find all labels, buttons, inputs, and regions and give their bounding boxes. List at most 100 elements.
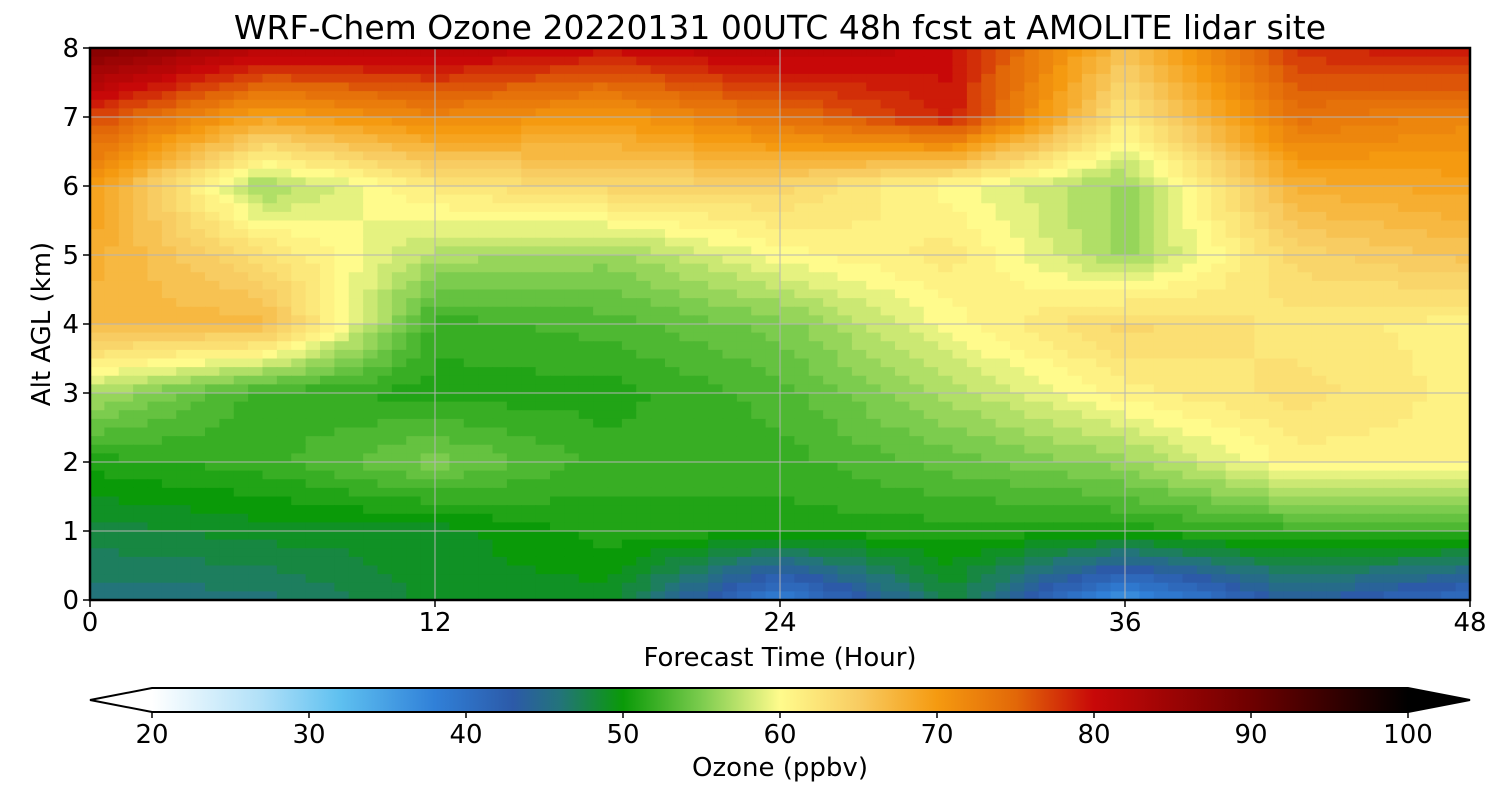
heatmap-cell (1153, 462, 1169, 472)
heatmap-cell (593, 48, 609, 58)
heatmap-cell (334, 48, 350, 58)
heatmap-cell (1383, 427, 1399, 437)
heatmap-cell (966, 462, 982, 472)
heatmap-cell (880, 487, 896, 498)
heatmap-cell (1326, 375, 1342, 385)
heatmap-cell (1369, 134, 1385, 144)
heatmap-cell (1311, 410, 1327, 420)
heatmap-cell (506, 436, 522, 446)
heatmap-cell (233, 487, 249, 498)
heatmap-cell (320, 298, 335, 308)
heatmap-cell (176, 48, 192, 58)
heatmap-cell (1326, 220, 1342, 230)
heatmap-cell (794, 418, 810, 429)
heatmap-cell (176, 194, 192, 204)
heatmap-cell (823, 160, 839, 170)
heatmap-cell (1168, 220, 1184, 230)
heatmap-cell (535, 246, 551, 256)
heatmap-cell (578, 142, 594, 153)
heatmap-cell (751, 324, 767, 334)
heatmap-cell (708, 151, 724, 161)
heatmap-cell (463, 332, 479, 342)
heatmap-cell (1081, 315, 1097, 325)
heatmap-cell (1369, 436, 1385, 446)
heatmap-cell (1067, 462, 1083, 472)
heatmap-cell (147, 367, 163, 377)
heatmap-cell (176, 324, 192, 334)
heatmap-cell (1182, 436, 1198, 446)
heatmap-cell (1297, 203, 1313, 213)
heatmap-cell (1426, 427, 1442, 437)
heatmap-cell (607, 99, 623, 109)
heatmap-cell (1268, 470, 1284, 480)
heatmap-cell (1096, 160, 1112, 170)
heatmap-cell (1081, 108, 1097, 118)
heatmap-cell (1326, 487, 1342, 498)
heatmap-cell (147, 401, 163, 411)
heatmap-cell (952, 99, 968, 109)
heatmap-cell (463, 401, 479, 411)
heatmap-cell (1225, 479, 1241, 489)
heatmap-cell (262, 211, 278, 222)
heatmap-cell (607, 73, 623, 84)
heatmap-cell (161, 306, 177, 316)
heatmap-cell (607, 410, 623, 420)
heatmap-cell (1311, 246, 1327, 256)
heatmap-cell (693, 289, 709, 299)
heatmap-cell (1283, 341, 1299, 351)
heatmap-cell (1081, 436, 1097, 446)
heatmap-cell (636, 82, 652, 92)
heatmap-cell (320, 289, 335, 299)
heatmap-cell (1211, 48, 1227, 58)
heatmap-cell (981, 479, 997, 489)
heatmap-cell (1139, 487, 1155, 498)
heatmap-cell (1412, 263, 1428, 273)
heatmap-cell (866, 160, 882, 170)
heatmap-cell (880, 246, 896, 256)
heatmap-cell (1311, 401, 1327, 411)
heatmap-cell (880, 229, 896, 239)
heatmap-cell (1024, 186, 1040, 196)
heatmap-cell (1182, 349, 1198, 360)
heatmap-cell (1096, 410, 1112, 420)
heatmap-cell (808, 91, 824, 101)
heatmap-cell (190, 160, 206, 170)
heatmap-cell (535, 436, 551, 446)
heatmap-cell (1268, 134, 1284, 144)
heatmap-cell (161, 410, 177, 420)
heatmap-cell (866, 349, 882, 360)
heatmap-cell (463, 220, 479, 230)
heatmap-cell (320, 332, 335, 342)
heatmap-cell (1297, 73, 1313, 84)
heatmap-cell (693, 444, 709, 454)
heatmap-cell (780, 453, 795, 463)
heatmap-cell (104, 56, 120, 66)
heatmap-cell (952, 211, 968, 222)
heatmap-cell (837, 186, 853, 196)
heatmap-cell (1067, 151, 1083, 161)
heatmap-cell (435, 332, 450, 342)
heatmap-cell (233, 229, 249, 239)
heatmap-cell (794, 48, 810, 58)
heatmap-cell (1139, 341, 1155, 351)
heatmap-cell (104, 203, 120, 213)
heatmap-cell (1038, 384, 1054, 394)
heatmap-cell (176, 384, 192, 394)
heatmap-cell (1110, 108, 1126, 118)
heatmap-cell (1240, 65, 1255, 75)
heatmap-cell (621, 436, 637, 446)
heatmap-cell (348, 324, 364, 334)
heatmap-cell (866, 375, 882, 385)
heatmap-cell (104, 246, 120, 256)
heatmap-cell (693, 194, 709, 204)
heatmap-cell (995, 332, 1011, 342)
heatmap-cell (391, 99, 407, 109)
heatmap-cell (1038, 487, 1054, 498)
heatmap-cell (1139, 298, 1155, 308)
heatmap-cell (435, 453, 450, 463)
heatmap-cell (981, 418, 997, 429)
heatmap-cell (837, 177, 853, 187)
heatmap-cell (621, 349, 637, 360)
heatmap-cell (923, 160, 939, 170)
heatmap-cell (535, 280, 551, 291)
